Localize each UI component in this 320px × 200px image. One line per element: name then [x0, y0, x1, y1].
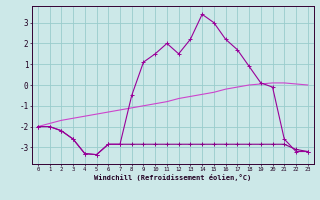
X-axis label: Windchill (Refroidissement éolien,°C): Windchill (Refroidissement éolien,°C)	[94, 174, 252, 181]
